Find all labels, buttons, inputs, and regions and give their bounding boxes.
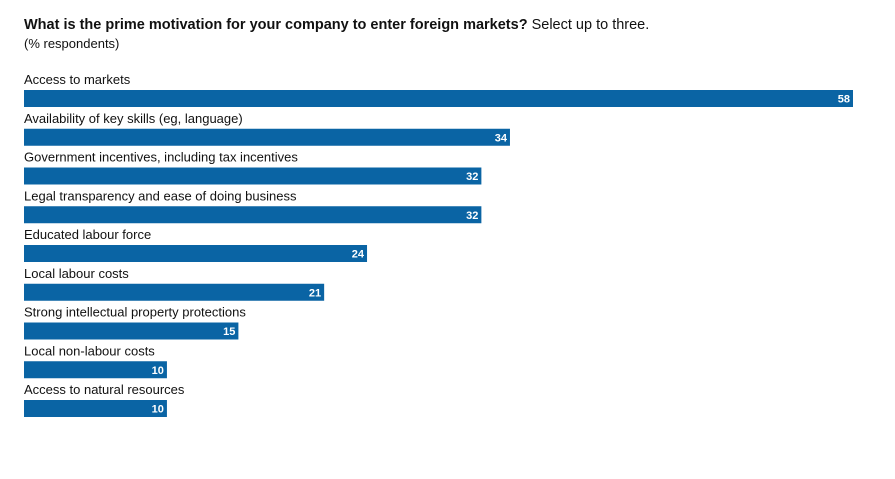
chart-unit-note: (% respondents) bbox=[24, 36, 120, 51]
bar bbox=[24, 400, 167, 417]
chart-title: What is the prime motivation for your co… bbox=[24, 16, 649, 34]
category-label: Access to natural resources bbox=[24, 382, 185, 397]
bar-value-label: 21 bbox=[309, 287, 321, 299]
bar bbox=[24, 128, 510, 146]
bar-value-label: 15 bbox=[223, 326, 235, 338]
bar-value-label: 24 bbox=[352, 249, 365, 261]
bar bbox=[24, 245, 368, 262]
category-label: Availability of key skills (eg, language… bbox=[24, 111, 243, 126]
category-label: Strong intellectual property protections bbox=[24, 305, 246, 320]
bar bbox=[24, 167, 482, 185]
bar-value-label: 32 bbox=[466, 171, 478, 183]
category-label: Legal transparency and ease of doing bus… bbox=[24, 188, 297, 203]
category-label: Access to markets bbox=[24, 72, 131, 87]
category-label: Local labour costs bbox=[24, 266, 129, 281]
category-label: Educated labour force bbox=[24, 227, 151, 242]
bar-value-label: 58 bbox=[838, 94, 850, 106]
category-label: Local non-labour costs bbox=[24, 343, 155, 358]
bar-value-label: 32 bbox=[466, 210, 478, 222]
bar-value-label: 34 bbox=[495, 132, 508, 144]
bar bbox=[24, 322, 239, 340]
bar bbox=[24, 361, 167, 379]
bar-value-label: 10 bbox=[152, 404, 164, 416]
chart-instruction: Select up to three. bbox=[531, 17, 650, 33]
bar bbox=[24, 90, 853, 107]
bar bbox=[24, 283, 325, 301]
bar-value-label: 10 bbox=[152, 365, 164, 377]
category-label: Government incentives, including tax inc… bbox=[24, 150, 298, 165]
chart-question: What is the prime motivation for your co… bbox=[24, 17, 528, 33]
bar bbox=[24, 206, 482, 224]
